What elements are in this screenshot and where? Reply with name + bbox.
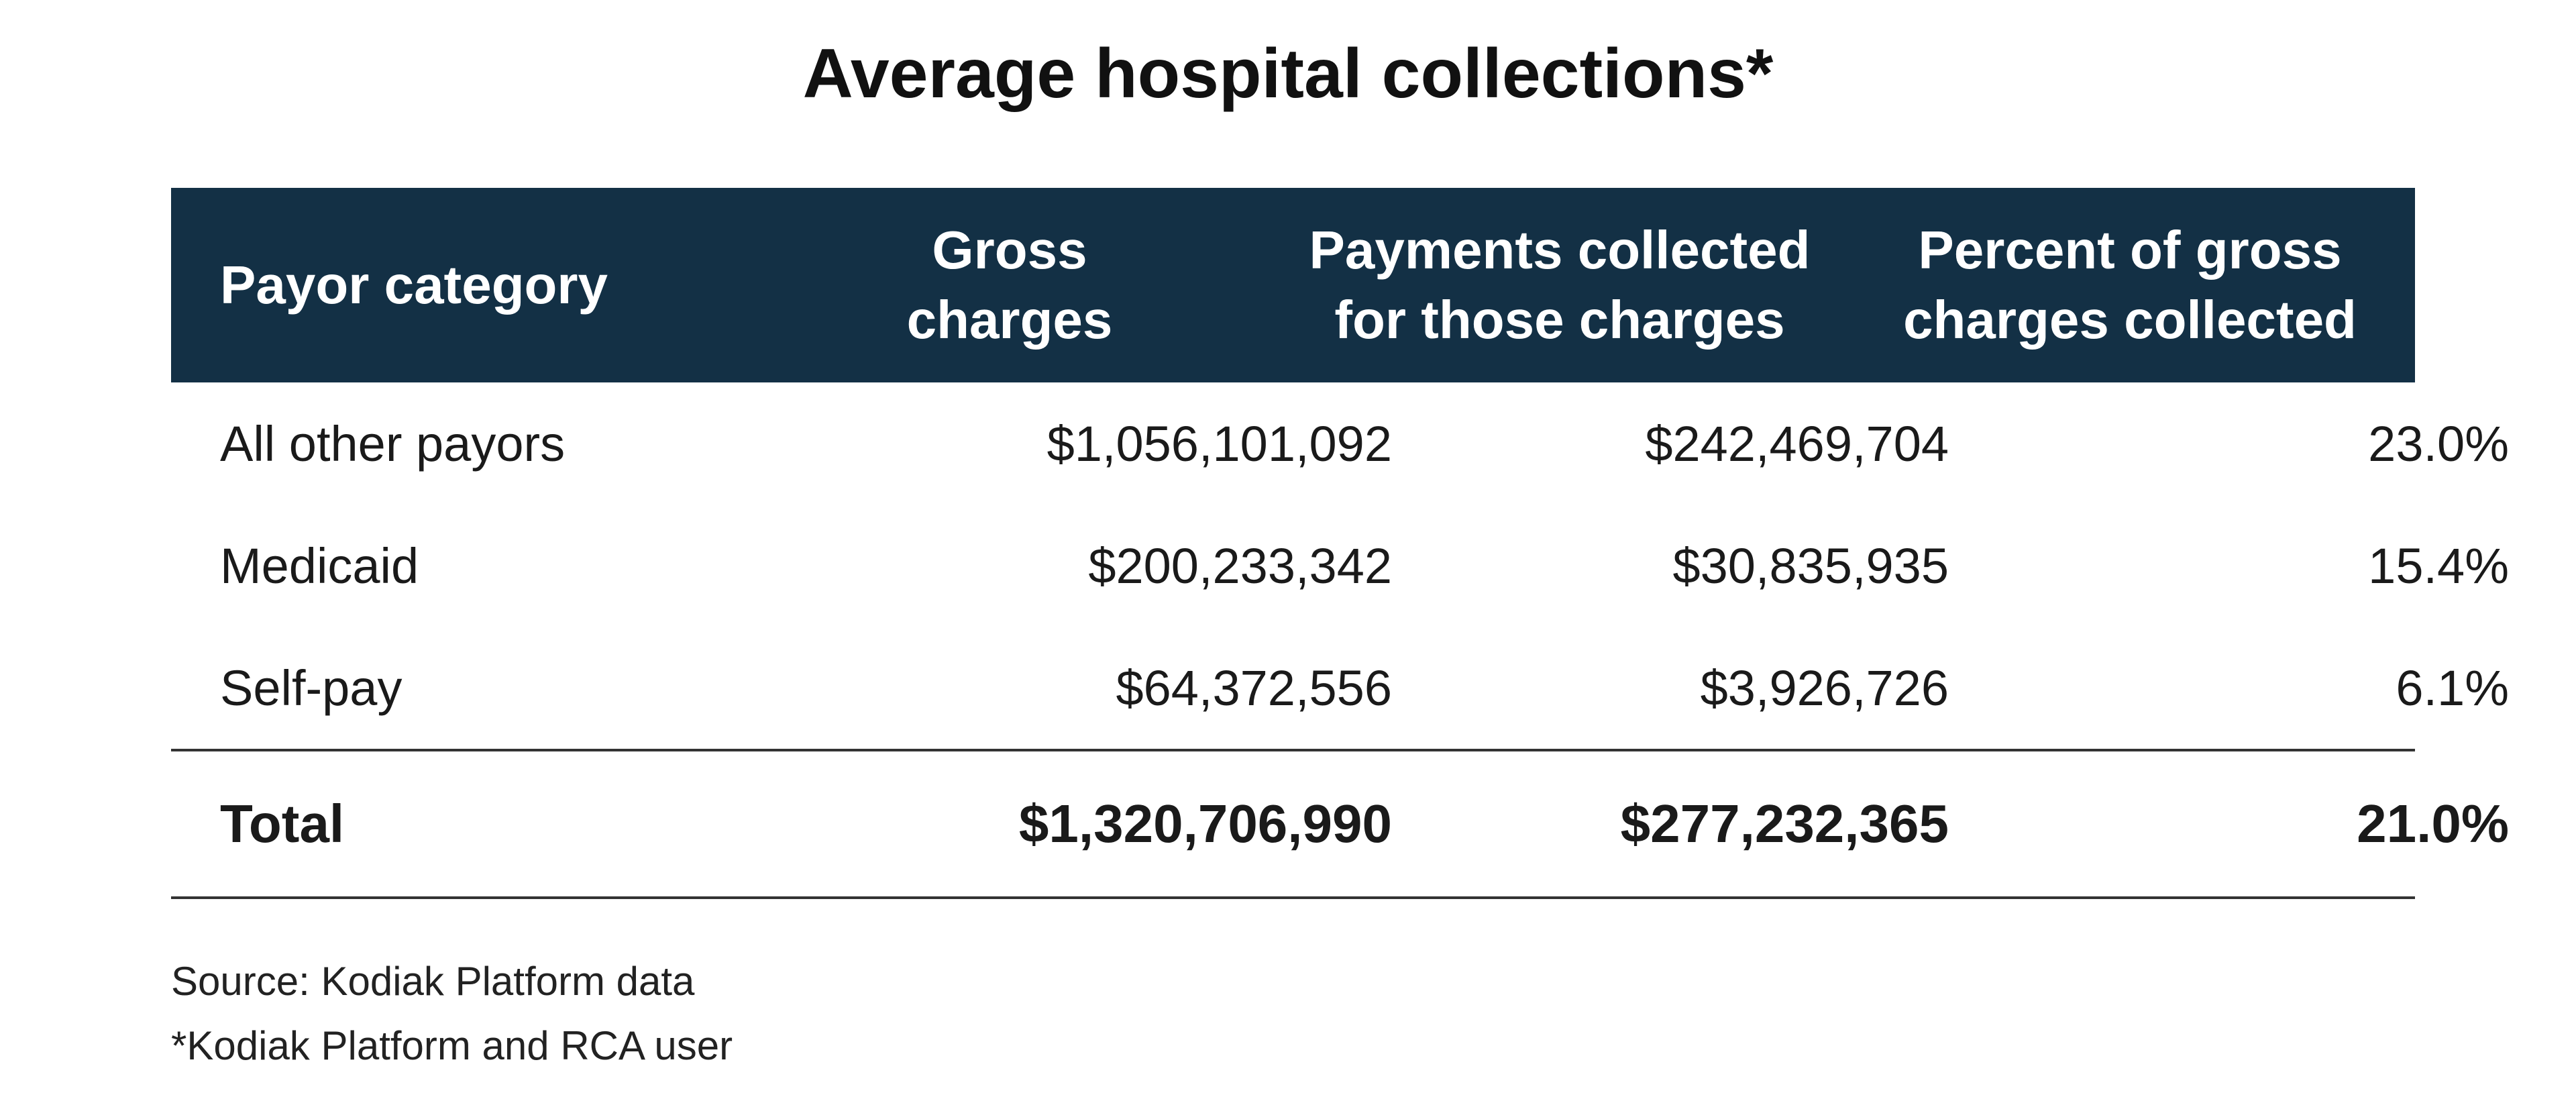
table-body: All other payors $1,056,101,092 $242,469…: [171, 382, 2509, 749]
cell-percent-collected: 6.1%: [2396, 660, 2509, 716]
header-line: charges: [906, 290, 1113, 350]
header-payments-collected: Payments collected for those charges: [1285, 188, 1835, 382]
cell-payments-collected: $242,469,704: [1645, 415, 1949, 472]
footnotes: Source: Kodiak Platform data *Kodiak Pla…: [171, 949, 733, 1078]
header-line: Payments collected: [1309, 220, 1811, 280]
header-line: Percent of gross: [1918, 220, 2342, 280]
header-line: for those charges: [1334, 290, 1785, 350]
header-payor-category: Payor category: [220, 188, 824, 382]
table-row: Self-pay $64,372,556 $3,926,726 6.1%: [171, 627, 2509, 749]
cell-percent-collected: 23.0%: [2368, 415, 2509, 472]
collections-table: Payor category Gross charges Payments co…: [171, 188, 2509, 899]
table-header: Payor category Gross charges Payments co…: [171, 188, 2415, 382]
total-divider-bottom: [171, 896, 2415, 899]
cell-gross-charges: $200,233,342: [1088, 537, 1392, 594]
asterisk-note: *Kodiak Platform and RCA user: [171, 1023, 733, 1068]
total-row: Total $1,320,706,990 $277,232,365 21.0%: [171, 751, 2509, 896]
cell-total-payments-collected: $277,232,365: [1620, 794, 1949, 853]
table-row: All other payors $1,056,101,092 $242,469…: [171, 382, 2509, 505]
header-percent-collected: Percent of gross charges collected: [1862, 188, 2398, 382]
table-row: Medicaid $200,233,342 $30,835,935 15.4%: [171, 505, 2509, 627]
cell-percent-collected: 15.4%: [2368, 537, 2509, 594]
header-gross-charges: Gross charges: [815, 188, 1204, 382]
header-line: charges collected: [1903, 290, 2357, 350]
cell-payor: All other payors: [220, 415, 566, 472]
cell-payor: Medicaid: [220, 537, 419, 594]
total-divider-top: [171, 749, 2415, 751]
header-line: Gross: [932, 220, 1087, 280]
cell-payments-collected: $30,835,935: [1672, 537, 1949, 594]
cell-total-percent-collected: 21.0%: [2357, 794, 2509, 853]
header-line: Payor category: [220, 255, 608, 315]
cell-gross-charges: $1,056,101,092: [1046, 415, 1392, 472]
cell-payments-collected: $3,926,726: [1700, 660, 1949, 716]
cell-total-label: Total: [220, 794, 345, 853]
cell-gross-charges: $64,372,556: [1116, 660, 1392, 716]
cell-total-gross-charges: $1,320,706,990: [1018, 794, 1392, 853]
source-note: Source: Kodiak Platform data: [171, 959, 695, 1004]
cell-payor: Self-pay: [220, 660, 402, 716]
chart-title: Average hospital collections*: [802, 35, 1774, 113]
